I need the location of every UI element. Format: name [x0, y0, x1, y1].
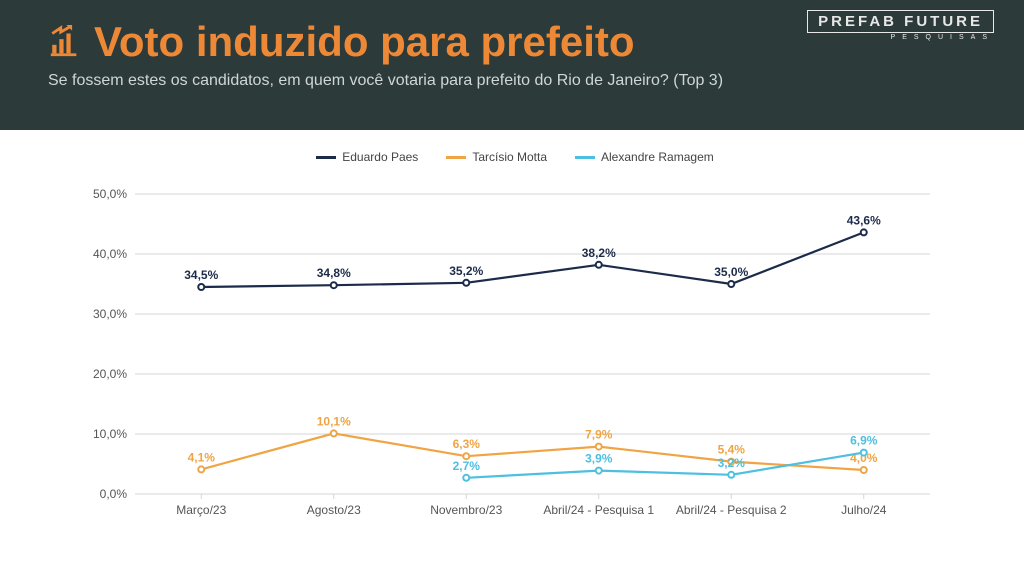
brand-tagline: PESQUISAS: [807, 34, 994, 41]
svg-text:Agosto/23: Agosto/23: [307, 503, 361, 517]
svg-text:Abril/24 - Pesquisa 1: Abril/24 - Pesquisa 1: [543, 503, 654, 517]
svg-text:3,2%: 3,2%: [718, 456, 746, 470]
svg-text:35,0%: 35,0%: [714, 265, 748, 279]
page-subtitle: Se fossem estes os candidatos, em quem v…: [48, 72, 984, 90]
svg-text:34,5%: 34,5%: [184, 268, 218, 282]
legend-swatch: [316, 156, 336, 159]
svg-text:50,0%: 50,0%: [93, 187, 127, 201]
legend-item: Tarcísio Motta: [446, 150, 547, 164]
legend-swatch: [446, 156, 466, 159]
legend-swatch: [575, 156, 595, 159]
chart-container: Eduardo Paes Tarcísio Motta Alexandre Rama…: [80, 150, 950, 550]
svg-text:38,2%: 38,2%: [582, 246, 616, 260]
svg-text:Novembro/23: Novembro/23: [430, 503, 502, 517]
svg-text:2,7%: 2,7%: [453, 459, 481, 473]
svg-text:6,3%: 6,3%: [453, 437, 481, 451]
svg-text:43,6%: 43,6%: [847, 213, 881, 227]
svg-text:Abril/24 - Pesquisa 2: Abril/24 - Pesquisa 2: [676, 503, 787, 517]
brand-logo: PREFAB FUTURE PESQUISAS: [807, 10, 994, 41]
legend-item: Alexandre Ramagem: [575, 150, 714, 164]
legend-label: Tarcísio Motta: [472, 150, 547, 164]
svg-text:4,1%: 4,1%: [188, 450, 216, 464]
legend-item: Eduardo Paes: [316, 150, 418, 164]
legend-label: Eduardo Paes: [342, 150, 418, 164]
svg-text:Março/23: Março/23: [176, 503, 226, 517]
svg-text:3,9%: 3,9%: [585, 452, 613, 466]
svg-text:10,1%: 10,1%: [317, 414, 351, 428]
page-title: Voto induzido para prefeito: [94, 18, 635, 66]
chart-legend: Eduardo Paes Tarcísio Motta Alexandre Rama…: [80, 150, 950, 164]
brand-name: PREFAB FUTURE: [807, 10, 994, 33]
svg-text:35,2%: 35,2%: [449, 264, 483, 278]
svg-text:Julho/24: Julho/24: [841, 503, 887, 517]
svg-text:5,4%: 5,4%: [718, 443, 746, 457]
svg-text:6,9%: 6,9%: [850, 434, 878, 448]
line-chart: 0,0% 10,0% 20,0% 30,0% 40,0% 50,0% Março/23 Ago…: [80, 174, 950, 534]
svg-text:7,9%: 7,9%: [585, 428, 613, 442]
svg-text:34,8%: 34,8%: [317, 266, 351, 280]
svg-text:40,0%: 40,0%: [93, 247, 127, 261]
svg-text:20,0%: 20,0%: [93, 367, 127, 381]
svg-text:0,0%: 0,0%: [100, 487, 128, 501]
svg-text:10,0%: 10,0%: [93, 427, 127, 441]
slide-header: PREFAB FUTURE PESQUISAS Voto induzido pa…: [0, 0, 1024, 130]
svg-text:30,0%: 30,0%: [93, 307, 127, 321]
bar-growth-icon: [48, 25, 82, 59]
legend-label: Alexandre Ramagem: [601, 150, 714, 164]
